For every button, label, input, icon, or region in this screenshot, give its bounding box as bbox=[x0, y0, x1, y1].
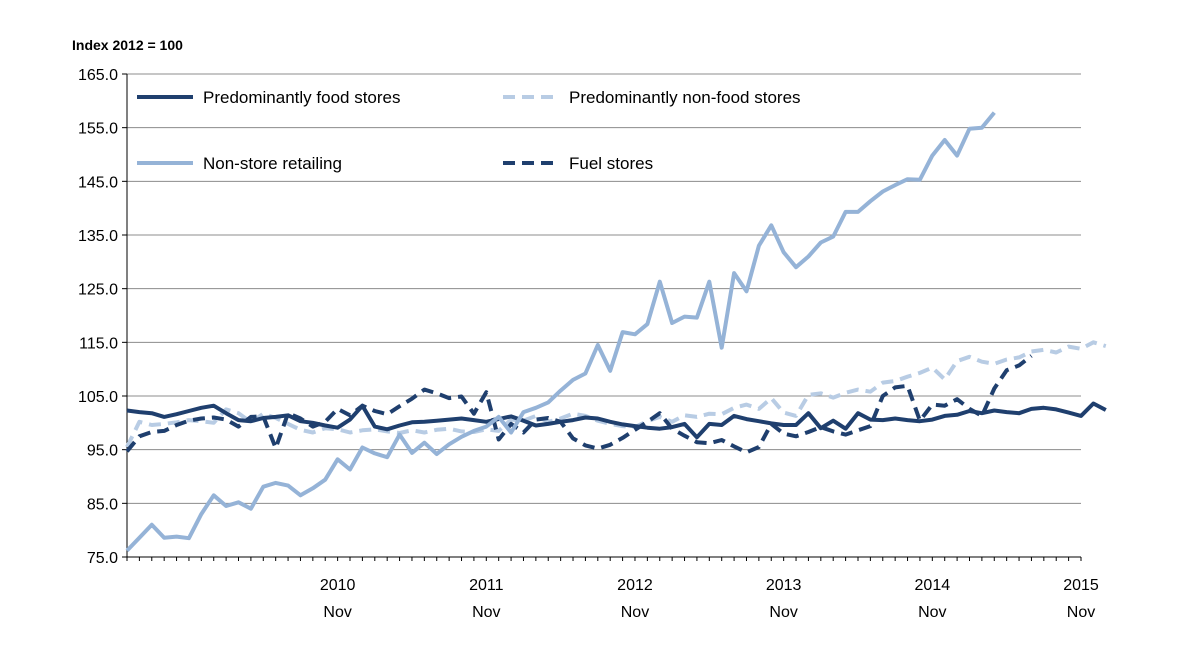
y-tick-label: 115.0 bbox=[79, 335, 118, 352]
legend-label: Fuel stores bbox=[569, 154, 653, 173]
gridlines bbox=[126, 73, 1081, 558]
legend-label: Predominantly non-food stores bbox=[569, 88, 801, 107]
series-line-2 bbox=[125, 111, 996, 552]
y-tick-label: 125.0 bbox=[78, 282, 118, 299]
x-tick-label-year: 2013 bbox=[766, 577, 802, 594]
series-line-1 bbox=[125, 340, 1107, 448]
x-tick-label-month: Nov bbox=[621, 604, 649, 621]
legend-label: Predominantly food stores bbox=[203, 88, 401, 107]
y-tick-label: 85.0 bbox=[87, 496, 118, 513]
y-axis-ticks: 165.0 155.0 145.0 135.0 125.0 115.0 105.0 95.0 8… bbox=[78, 67, 127, 567]
x-tick-label-year: 2012 bbox=[617, 577, 653, 594]
x-tick-label-year: 2015 bbox=[1063, 577, 1099, 594]
y-tick-label: 155.0 bbox=[78, 121, 118, 138]
legend-label: Non-store retailing bbox=[203, 154, 342, 173]
y-tick-label: 165.0 bbox=[78, 67, 118, 84]
x-tick-label-year: 2011 bbox=[469, 577, 504, 594]
y-tick-label: 95.0 bbox=[87, 443, 118, 460]
y-tick-label: 105.0 bbox=[78, 389, 118, 406]
x-axis-ticks: 2010 Nov 2011 Nov 2012 Nov 2013 Nov 2014 Nov 2015 N… bbox=[126, 557, 1099, 621]
legend: Predominantly food stores Predominantly n… bbox=[137, 88, 801, 173]
x-tick-label-month: Nov bbox=[1067, 604, 1095, 621]
x-tick-label-month: Nov bbox=[918, 604, 946, 621]
x-tick-label-month: Nov bbox=[769, 604, 797, 621]
x-tick-label-year: 2014 bbox=[915, 577, 951, 594]
y-tick-label: 145.0 bbox=[78, 174, 118, 191]
x-tick-label-month: Nov bbox=[323, 604, 351, 621]
series-line-0 bbox=[126, 401, 1107, 440]
x-tick-label-month: Nov bbox=[472, 604, 500, 621]
y-tick-label: 75.0 bbox=[87, 550, 118, 567]
series-lines bbox=[125, 111, 1107, 552]
y-axis-label: Index 2012 = 100 bbox=[72, 37, 183, 53]
y-tick-label: 135.0 bbox=[78, 228, 118, 245]
series-line-3 bbox=[125, 354, 1033, 455]
x-tick-label-year: 2010 bbox=[320, 577, 356, 594]
